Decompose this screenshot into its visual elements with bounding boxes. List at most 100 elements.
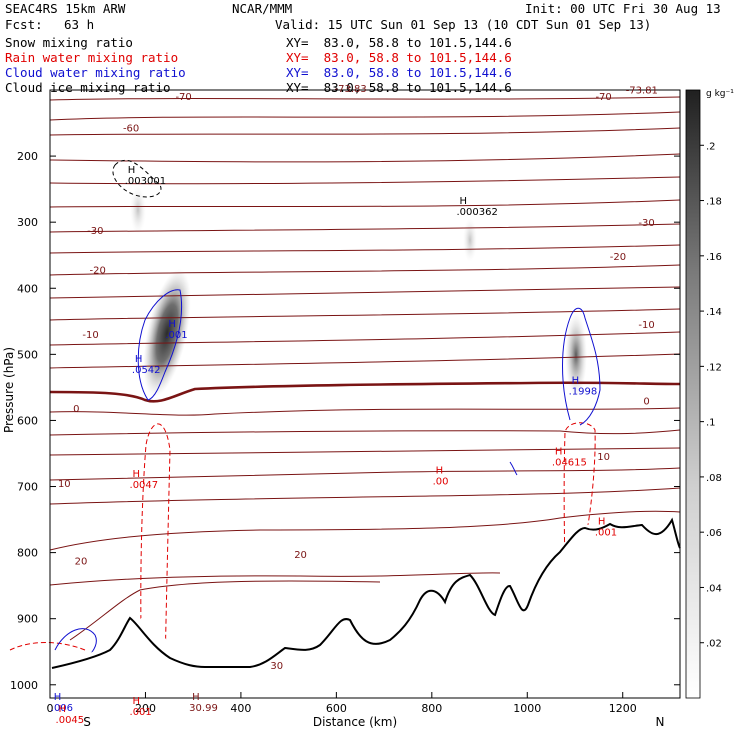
isotherm-label: -70 — [595, 92, 611, 103]
isotherm-line — [49, 510, 681, 551]
max-value-label: .003001 — [125, 176, 166, 187]
colorbar-tick-label: .12 — [706, 362, 722, 373]
max-marker: H — [54, 692, 62, 703]
y-tick-label: 700 — [17, 481, 38, 494]
isotherm-line — [69, 580, 381, 641]
colorbar-tick-label: .02 — [706, 639, 722, 650]
max-marker: H — [59, 704, 67, 715]
max-marker: H — [168, 319, 176, 330]
terrain-fill — [52, 519, 680, 700]
max-value-label: .0542 — [132, 365, 161, 376]
mixing-ratio-max-primary — [143, 269, 191, 397]
colorbar-tick-label: .16 — [706, 252, 722, 263]
max-value-label: .001 — [595, 527, 617, 538]
isotherm-label: -60 — [123, 124, 139, 135]
field-rain-xy: XY= 83.0, 58.8 to 101.5,144.6 — [286, 50, 512, 65]
x-axis-title: Distance (km) — [313, 715, 397, 729]
colorbar-tick-label: .04 — [706, 583, 722, 594]
max-value-label: .00 — [433, 477, 449, 488]
isotherm-line — [49, 467, 681, 481]
y-tick-label: 600 — [17, 414, 38, 427]
mixing-ratio-max-upper — [130, 186, 146, 234]
max-marker: H — [459, 196, 467, 207]
colorbar-tick-label: .1 — [706, 418, 716, 429]
isotherm-line — [49, 353, 681, 369]
max-value-label: .0045 — [56, 715, 85, 726]
isotherm-label: -20 — [610, 252, 626, 263]
max-annotations: H.003001H.000362H.001H.0542H.1998H.04615… — [51, 165, 617, 726]
isotherm-line — [49, 308, 681, 321]
center-label: NCAR/MMM — [232, 1, 293, 16]
isotherm-label: -20 — [90, 266, 106, 277]
cloud-ice-contour — [112, 159, 162, 198]
y-tick-label: 400 — [17, 282, 38, 295]
forecast-hours: 63 h — [64, 17, 95, 32]
isotherm-line — [49, 487, 681, 505]
isotherm-line — [49, 286, 681, 299]
max-value-label: 30.99 — [189, 703, 218, 714]
isotherm-line — [49, 111, 681, 121]
x-tick-label: 400 — [230, 702, 251, 715]
isotherm-label: -73.81 — [626, 85, 658, 96]
isotherm-line — [49, 407, 681, 416]
x-tick-label: 600 — [326, 702, 347, 715]
field-rain-name: Rain water mixing ratio — [5, 50, 179, 65]
y-tick-label: 1000 — [10, 679, 38, 692]
x-tick-label: 1200 — [609, 702, 637, 715]
colorbar-tick-label: .06 — [706, 528, 722, 539]
south-endpoint-label: S — [83, 715, 91, 729]
field-cloud-water-xy: XY= 83.0, 58.8 to 101.5,144.6 — [286, 65, 512, 80]
max-marker: H — [555, 446, 563, 457]
max-value-label: .006 — [51, 703, 73, 714]
field-cloud-ice-name: Cloud ice mixing ratio — [5, 80, 171, 95]
isotherm-label: -10 — [638, 320, 654, 331]
colorbar-tick-label: .2 — [706, 141, 716, 152]
y-axis-title: Pressure (hPa) — [2, 347, 16, 433]
isotherm-line — [49, 331, 681, 346]
isotherm-line — [49, 199, 681, 208]
isotherm-line — [49, 223, 681, 233]
isotherm-line — [49, 96, 681, 101]
isotherm-line — [49, 176, 681, 185]
isotherm-label: 20 — [75, 557, 88, 568]
y-tick-label: 300 — [17, 216, 38, 229]
isotherm-line — [49, 264, 681, 276]
model-title: SEAC4RS 15km ARW — [5, 1, 126, 16]
isotherm-label: -73.83 — [335, 84, 367, 95]
max-value-label: .000362 — [456, 207, 497, 218]
max-marker: H — [133, 696, 141, 707]
isotherm-label: 10 — [58, 479, 71, 490]
field-snow-xy: XY= 83.0, 58.8 to 101.5,144.6 — [286, 35, 512, 50]
x-tick-label: 1000 — [513, 702, 541, 715]
max-value-label: .1998 — [569, 387, 598, 398]
max-marker: H — [436, 466, 444, 477]
isotherm-label: 30 — [270, 661, 283, 672]
terrain-profile — [51, 517, 681, 669]
isotherm-line — [49, 244, 681, 254]
field-snow-name: Snow mixing ratio — [5, 35, 133, 50]
x-tick-label: 0 — [47, 702, 54, 715]
isotherm-label: 10 — [597, 452, 610, 463]
isotherm-line — [49, 153, 681, 163]
init-time: Init: 00 UTC Fri 30 Aug 13 — [525, 1, 721, 16]
forecast-label: Fcst: — [5, 17, 43, 32]
max-marker: H — [128, 165, 136, 176]
plot-frame — [49, 89, 681, 699]
isotherm-line — [49, 429, 681, 436]
y-tick-label: 800 — [17, 547, 38, 560]
isotherm-line — [49, 447, 681, 456]
max-marker: H — [192, 692, 200, 703]
valid-time: Valid: 15 UTC Sun 01 Sep 13 (10 CDT Sun … — [275, 17, 652, 32]
mixing-ratio-max-mid — [463, 218, 477, 262]
max-value-label: .04615 — [552, 457, 587, 468]
freezing-level-isotherm — [49, 381, 681, 403]
colorbar — [685, 89, 701, 699]
north-endpoint-label: N — [656, 715, 665, 729]
field-cloud-ice-xy: XY= 83.0, 58.8 to 101.5,144.6 — [286, 80, 512, 95]
colorbar-tick-label: .08 — [706, 473, 722, 484]
isotherm-label: 0 — [643, 397, 649, 408]
max-marker: H — [133, 469, 141, 480]
colorbar-tick-label: .18 — [706, 197, 722, 208]
